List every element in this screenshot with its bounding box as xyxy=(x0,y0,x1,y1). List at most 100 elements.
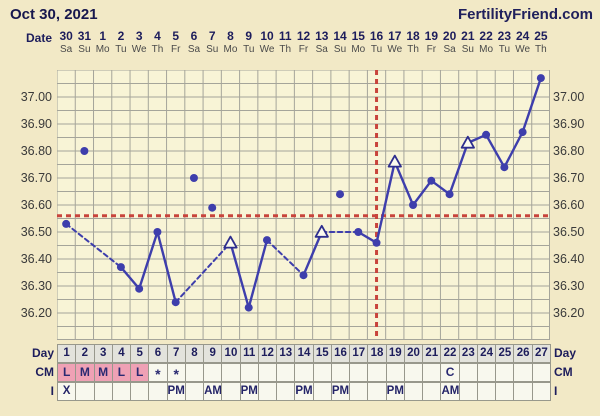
day-cell-24[interactable]: 24 xyxy=(476,344,497,363)
intercourse-cell-12 xyxy=(257,382,278,401)
asterisk-icon: * xyxy=(173,366,179,382)
weekday-label: Tu xyxy=(115,44,127,55)
y-tick-right-36.40: 36.40 xyxy=(553,252,585,266)
temp-segment-day-20-21 xyxy=(411,179,433,207)
temp-segment-day-26-27 xyxy=(521,76,543,134)
temp-point-day-4 xyxy=(116,263,125,272)
y-tick-left-36.20: 36.20 xyxy=(20,306,52,320)
temp-point-day-14 xyxy=(299,271,308,280)
temp-point-day-27 xyxy=(536,74,545,83)
day-cell-3[interactable]: 3 xyxy=(93,344,113,363)
day-cell-17[interactable]: 17 xyxy=(349,344,369,363)
day-cell-5[interactable]: 5 xyxy=(130,344,150,363)
day-cell-2[interactable]: 2 xyxy=(75,344,95,363)
day-cell-6[interactable]: 6 xyxy=(148,344,168,363)
cm-cell-5: L xyxy=(130,363,150,382)
weekday-label: Th xyxy=(151,44,164,55)
cm-row-label-right: CM xyxy=(554,365,573,379)
temp-segment-day-24-25 xyxy=(484,133,506,169)
date-number: 24 xyxy=(515,29,530,43)
date-col-9: 9 Tu xyxy=(239,29,258,56)
cm-cell-26 xyxy=(513,363,533,382)
day-cell-22[interactable]: 22 xyxy=(440,344,460,363)
intercourse-cell-1: X xyxy=(57,382,77,401)
temp-segment-day-11-12 xyxy=(247,238,269,309)
y-tick-left-36.30: 36.30 xyxy=(20,279,52,293)
weekday-label: Su xyxy=(461,44,474,55)
weekday-label: Sa xyxy=(443,44,456,55)
cm-cell-23 xyxy=(458,363,478,382)
brand-title: FertilityFriend.com xyxy=(457,6,593,23)
discarded-temp-day-2 xyxy=(80,147,89,155)
temp-segment-day-19-20 xyxy=(393,160,415,207)
date-number: 31 xyxy=(77,29,92,43)
temp-segment-day-14-15 xyxy=(302,230,323,277)
date-col-16: 16 Tu xyxy=(367,29,386,56)
date-col-10: 10 We xyxy=(258,29,277,56)
intercourse-cell-18 xyxy=(367,382,387,401)
date-col-7: 7 Su xyxy=(203,29,222,56)
day-cell-8[interactable]: 8 xyxy=(184,344,205,363)
date-col-24: 24 We xyxy=(513,29,532,56)
date-number: 2 xyxy=(117,29,125,43)
date-row-label: Date xyxy=(25,31,52,45)
day-cell-14[interactable]: 14 xyxy=(294,344,314,363)
date-col-8: 8 Mo xyxy=(221,29,240,56)
day-cell-16[interactable]: 16 xyxy=(330,344,351,363)
weekday-label: Tu xyxy=(498,44,511,55)
day-cell-10[interactable]: 10 xyxy=(221,344,241,363)
cm-cell-12 xyxy=(257,363,278,382)
intercourse-cell-15 xyxy=(312,382,332,401)
day-cell-20[interactable]: 20 xyxy=(403,344,424,363)
intercourse-cell-16: PM xyxy=(330,382,351,401)
cm-cell-21 xyxy=(422,363,442,382)
day-cell-27[interactable]: 27 xyxy=(531,344,551,363)
weekday-label: Mo xyxy=(351,44,366,55)
temp-segment-day-4-5 xyxy=(119,265,141,290)
day-cell-7[interactable]: 7 xyxy=(166,344,186,363)
day-cell-26[interactable]: 26 xyxy=(513,344,533,363)
y-tick-right-36.90: 36.90 xyxy=(553,117,585,131)
y-tick-left-36.50: 36.50 xyxy=(20,225,52,239)
temp-point-day-20 xyxy=(409,201,418,209)
discarded-temp-day-9 xyxy=(208,203,217,212)
date-number: 7 xyxy=(208,29,216,43)
y-tick-right-36.80: 36.80 xyxy=(553,144,585,158)
intercourse-cell-25 xyxy=(495,382,515,401)
date-number: 13 xyxy=(315,29,329,43)
day-cell-18[interactable]: 18 xyxy=(367,344,387,363)
day-cell-1[interactable]: 1 xyxy=(57,344,77,363)
day-cell-21[interactable]: 21 xyxy=(422,344,442,363)
temp-point-day-6 xyxy=(153,228,162,236)
day-cell-13[interactable]: 13 xyxy=(276,344,296,363)
temp-segment-day-1-4 xyxy=(65,222,122,269)
weekday-label: Th xyxy=(279,44,292,55)
day-cell-25[interactable]: 25 xyxy=(495,344,515,363)
weekday-label: Su xyxy=(333,44,347,55)
day-cell-12[interactable]: 12 xyxy=(257,344,278,363)
date-col-15: 15 Mo xyxy=(349,29,368,56)
date-number: 23 xyxy=(497,29,512,43)
day-cell-23[interactable]: 23 xyxy=(458,344,478,363)
cm-cell-22: C xyxy=(440,363,460,382)
cm-cell-16 xyxy=(330,363,351,382)
weekday-label: Mo xyxy=(223,44,238,55)
intercourse-cell-6 xyxy=(148,382,168,401)
temp-point-day-11 xyxy=(244,303,253,312)
intercourse-cell-4 xyxy=(111,382,132,401)
intercourse-cell-13 xyxy=(276,382,296,401)
date-number: 12 xyxy=(296,29,311,43)
day-cell-19[interactable]: 19 xyxy=(385,344,405,363)
day-cell-11[interactable]: 11 xyxy=(239,344,259,363)
weekday-label: Tu xyxy=(370,44,383,55)
day-cell-4[interactable]: 4 xyxy=(111,344,132,363)
day-cell-9[interactable]: 9 xyxy=(203,344,223,363)
intercourse-cell-20 xyxy=(403,382,424,401)
day-cell-15[interactable]: 15 xyxy=(312,344,332,363)
i-row-label-right: I xyxy=(554,384,558,398)
date-col-21: 21 Su xyxy=(458,29,477,56)
weekday-label: Su xyxy=(206,44,219,55)
weekday-label: Su xyxy=(78,44,91,55)
weekday-label: We xyxy=(387,44,403,55)
